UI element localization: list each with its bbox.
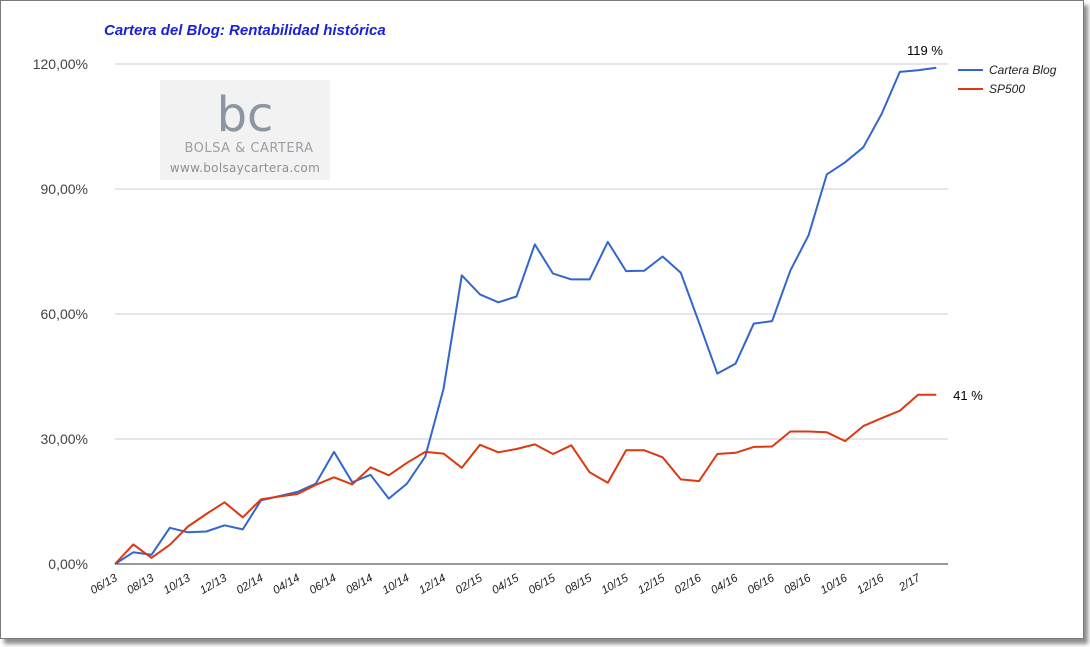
y-axis: 0,00% 30,00% 60,00% 90,00% 120,00% bbox=[33, 56, 88, 572]
legend-label: Cartera Blog bbox=[989, 63, 1057, 77]
annotation-label: 41 % bbox=[953, 388, 983, 403]
watermark-url: www.bolsaycartera.com bbox=[170, 161, 320, 175]
x-tick-label: 08/15 bbox=[563, 572, 594, 597]
x-tick-label: 06/15 bbox=[527, 572, 558, 597]
watermark-logo-text: bc bbox=[217, 87, 274, 143]
series-line-sp500 bbox=[115, 395, 936, 564]
line-chart: bc BOLSA & CARTERA www.bolsaycartera.com… bbox=[0, 0, 1090, 647]
watermark-brand: BOLSA & CARTERA bbox=[184, 141, 313, 156]
x-tick-label: 02/14 bbox=[235, 572, 266, 597]
annotations: 119 % 41 % bbox=[907, 43, 983, 403]
y-tick-label: 90,00% bbox=[41, 181, 88, 197]
x-tick-label: 06/16 bbox=[746, 572, 777, 597]
y-tick-label: 30,00% bbox=[41, 431, 88, 447]
legend-label: SP500 bbox=[989, 82, 1025, 96]
x-tick-label: 10/14 bbox=[381, 572, 412, 597]
x-tick-label: 02/16 bbox=[673, 572, 704, 597]
watermark: bc BOLSA & CARTERA www.bolsaycartera.com bbox=[160, 80, 330, 180]
watermark-logo: bc bbox=[217, 87, 274, 143]
x-tick-label: 10/13 bbox=[162, 572, 193, 597]
y-tick-label: 0,00% bbox=[48, 556, 88, 572]
x-tick-label: 12/13 bbox=[198, 572, 229, 597]
x-tick-label: 2/17 bbox=[896, 572, 923, 594]
x-tick-label: 08/13 bbox=[125, 572, 156, 597]
x-tick-label: 02/15 bbox=[454, 572, 485, 597]
x-tick-label: 04/16 bbox=[709, 572, 740, 597]
legend: Cartera Blog SP500 bbox=[958, 63, 1057, 96]
x-tick-label: 10/15 bbox=[600, 572, 631, 597]
x-tick-label: 04/14 bbox=[271, 572, 302, 597]
annotation-label: 119 % bbox=[907, 43, 943, 58]
x-tick-label: 08/14 bbox=[344, 572, 375, 597]
y-tick-label: 120,00% bbox=[33, 56, 88, 72]
x-tick-label: 08/16 bbox=[782, 572, 813, 597]
x-tick-label: 12/16 bbox=[855, 572, 886, 597]
x-tick-label: 12/14 bbox=[417, 572, 448, 597]
x-tick-label: 06/13 bbox=[89, 572, 120, 597]
chart-title: Cartera del Blog: Rentabilidad histórica bbox=[104, 22, 386, 39]
x-tick-label: 04/15 bbox=[490, 572, 521, 597]
x-tick-label: 12/15 bbox=[636, 572, 667, 597]
x-tick-label: 06/14 bbox=[308, 572, 339, 597]
x-axis: 06/13 08/13 10/13 12/13 02/14 04/14 06/14 08/14… bbox=[89, 572, 924, 597]
y-tick-label: 60,00% bbox=[41, 306, 88, 322]
x-tick-label: 10/16 bbox=[819, 572, 850, 597]
